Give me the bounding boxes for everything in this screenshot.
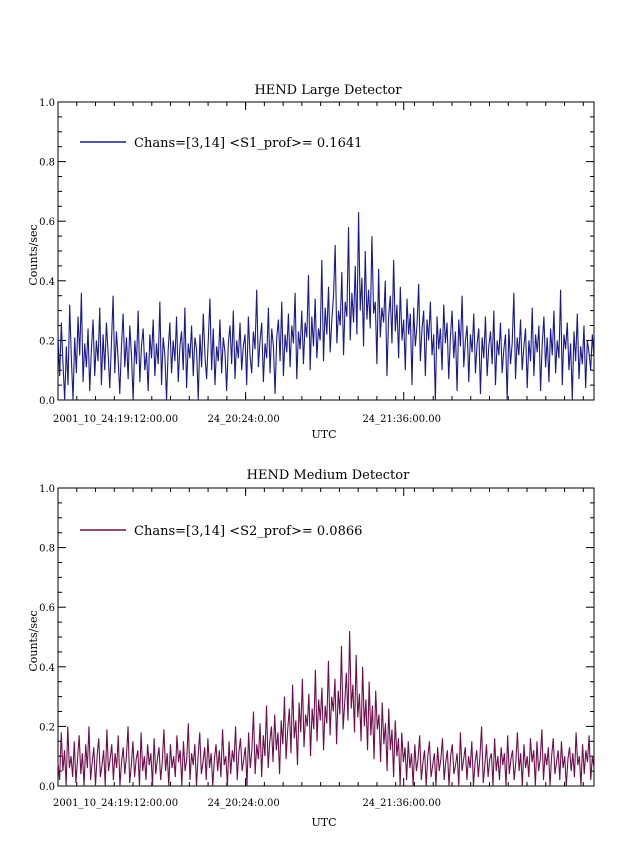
chart2-ytick-label: 0.6 bbox=[39, 603, 55, 614]
chart1-xtick-label: 24_21:36:00.00 bbox=[362, 414, 441, 425]
chart2-ylabel: Counts/sec bbox=[27, 610, 40, 671]
chart1-ylabel: Counts/sec bbox=[27, 224, 40, 285]
chart2-xtick-label: 24_21:36:00.00 bbox=[362, 798, 441, 809]
chart1-ytick-label: 0.8 bbox=[39, 158, 55, 169]
chart2-xlabel: UTC bbox=[311, 816, 336, 829]
chart2-ytick-label: 0.2 bbox=[39, 722, 55, 733]
chart2-series-line bbox=[57, 631, 595, 787]
chart2-ytick-label: 0.8 bbox=[39, 544, 55, 555]
chart2-title: HEND Medium Detector bbox=[247, 468, 410, 483]
chart1-ytick-label: 1.0 bbox=[39, 98, 55, 109]
chart1-ytick-label: 0.0 bbox=[39, 396, 55, 407]
chart2-ytick-label: 0.0 bbox=[39, 782, 55, 793]
chart1-series-line bbox=[57, 212, 595, 401]
chart1-xtick-label: 24_20:24:0.00 bbox=[208, 414, 280, 425]
chart1-legend-label: Chans=[3,14] <S1_prof>= 0.1641 bbox=[134, 136, 362, 151]
chart2-ytick-label: 0.4 bbox=[39, 663, 55, 674]
chart1-ytick-label: 0.4 bbox=[39, 277, 55, 288]
chart1-title: HEND Large Detector bbox=[254, 83, 402, 98]
chart1-ytick-label: 0.6 bbox=[39, 217, 55, 228]
chart2-legend-label: Chans=[3,14] <S2_prof>= 0.0866 bbox=[134, 524, 362, 539]
chart1-ytick-label: 0.2 bbox=[39, 336, 55, 347]
chart1-xlabel: UTC bbox=[311, 428, 336, 441]
chart2-ytick-label: 1.0 bbox=[39, 484, 55, 495]
chart1-xtick-label: 2001_10_24:19:12:00.00 bbox=[53, 414, 178, 425]
chart2-xtick-label: 2001_10_24:19:12:00.00 bbox=[53, 798, 178, 809]
chart2-xtick-label: 24_20:24:0.00 bbox=[208, 798, 280, 809]
